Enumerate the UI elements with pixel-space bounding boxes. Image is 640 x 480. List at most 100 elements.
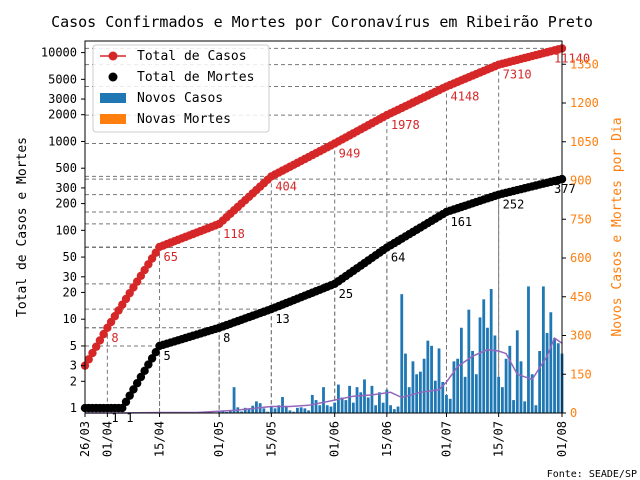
- legend-marker: [108, 51, 118, 61]
- new-cases-bar: [556, 343, 560, 413]
- series-lines: [85, 336, 563, 414]
- legend-label: Novos Casos: [137, 91, 223, 106]
- new-cases-bar: [348, 385, 351, 413]
- y-axis-left-label: Total de Casos e Mortes: [15, 137, 30, 317]
- data-label: 25: [339, 287, 353, 301]
- deaths-point: [121, 397, 131, 407]
- new-cases-bar: [307, 410, 310, 413]
- new-cases-bar: [404, 353, 407, 413]
- deaths-point: [129, 385, 138, 394]
- new-cases-bar: [527, 286, 530, 413]
- new-cases-bar: [486, 327, 489, 413]
- new-cases-bar: [471, 351, 474, 413]
- new-cases-bar: [422, 358, 426, 413]
- new-cases-bar: [303, 408, 307, 413]
- new-cases-bar: [519, 361, 523, 413]
- new-cases-bar: [243, 407, 247, 413]
- new-cases-bar: [530, 374, 534, 413]
- data-label: 7310: [503, 68, 532, 82]
- deaths-point: [144, 360, 153, 369]
- new-cases-bar: [240, 411, 243, 413]
- data-label: 5: [164, 349, 171, 363]
- data-label: 11140: [554, 51, 590, 65]
- new-cases-bar: [363, 379, 366, 413]
- new-cases-bar: [512, 400, 515, 413]
- y-right-tick-label: 1350: [570, 57, 599, 71]
- x-tick-label: 15/04: [153, 421, 167, 457]
- y-right-tick-label: 750: [570, 212, 592, 226]
- data-label: 377: [554, 182, 576, 196]
- new-cases-bar: [430, 345, 433, 413]
- new-cases-bar: [217, 411, 221, 413]
- x-tick-label: 01/04: [100, 421, 114, 457]
- new-cases-bar: [269, 406, 273, 413]
- new-cases-bar: [251, 405, 255, 413]
- new-cases-bar: [504, 358, 508, 413]
- new-cases-bar: [340, 397, 344, 413]
- new-cases-bar: [329, 406, 333, 413]
- y-left-tick-label: 1000: [48, 134, 77, 148]
- new-cases-bar: [426, 340, 430, 413]
- new-cases-bar: [545, 332, 549, 413]
- legend-box: [92, 44, 270, 133]
- x-tick-label: 15/06: [380, 421, 394, 457]
- series-points: [80, 44, 567, 413]
- y-left-tick-label: 10000: [41, 46, 77, 60]
- y-right-tick-label: 300: [570, 329, 592, 343]
- new-cases-bar: [515, 330, 519, 413]
- data-label: 4148: [450, 90, 479, 104]
- y-left-tick-label: 30: [63, 270, 77, 284]
- y-axis-right-label: Novos Casos e Mortes por Dia: [610, 117, 625, 336]
- y-right-tick-label: 900: [570, 174, 592, 188]
- cases-point: [95, 336, 105, 345]
- new-cases-bar: [385, 389, 389, 413]
- new-cases-bar: [497, 376, 501, 413]
- y-left-tick-label: 10: [63, 312, 77, 326]
- cases-point: [88, 348, 97, 358]
- new-cases-bar: [359, 392, 363, 413]
- data-label: 8: [223, 331, 230, 345]
- new-cases-bar: [318, 405, 322, 413]
- new-cases-bar: [355, 387, 359, 413]
- data-label: 252: [503, 198, 525, 212]
- new-cases-bar: [377, 392, 381, 413]
- y-left-tick-label: 100: [55, 223, 77, 237]
- y-left-tick-label: 2000: [48, 108, 77, 122]
- cases-point: [84, 355, 93, 364]
- data-label: 1978: [391, 118, 420, 132]
- y-right-tick-label: 600: [570, 251, 592, 265]
- data-label: 404: [275, 179, 297, 193]
- new-cases-bar: [296, 407, 299, 413]
- new-cases-bar: [281, 396, 284, 413]
- moving-average-line: [85, 336, 563, 414]
- chart-title: Casos Confirmados e Mortes por Coronavír…: [51, 13, 593, 31]
- legend-swatch: [100, 93, 126, 103]
- new-cases-bar: [351, 402, 355, 413]
- deaths-point: [136, 372, 146, 382]
- legend-label: Novas Mortes: [137, 112, 231, 127]
- new-cases-bar: [228, 410, 232, 413]
- deaths-point: [147, 354, 157, 363]
- data-labels: 8 65 118 404 949 1978 4148 7310 11140 1 1 5 8 13 25 64 1…: [111, 51, 590, 425]
- y-left-tick-label: 500: [55, 161, 77, 175]
- y-left-tick-label: 1: [70, 401, 77, 415]
- x-tick-label: 15/07: [492, 421, 506, 457]
- new-cases-bar: [553, 338, 556, 413]
- new-cases-bar: [333, 402, 337, 413]
- new-cases-bar: [366, 397, 370, 413]
- new-cases-bar: [523, 401, 527, 413]
- new-cases-bar: [482, 299, 486, 413]
- data-label: 65: [164, 250, 178, 264]
- new-cases-bar: [262, 408, 266, 413]
- data-label: 118: [223, 227, 245, 241]
- legend-label: Total de Mortes: [137, 70, 254, 85]
- deaths-point: [132, 379, 142, 388]
- new-cases-bar: [266, 411, 270, 413]
- new-cases-bar: [392, 409, 396, 413]
- new-cases-bar: [463, 376, 467, 413]
- new-cases-bar: [225, 411, 229, 413]
- new-cases-bar: [322, 387, 325, 413]
- y-right-tick-label: 1200: [570, 96, 599, 110]
- new-cases-bar: [508, 345, 512, 413]
